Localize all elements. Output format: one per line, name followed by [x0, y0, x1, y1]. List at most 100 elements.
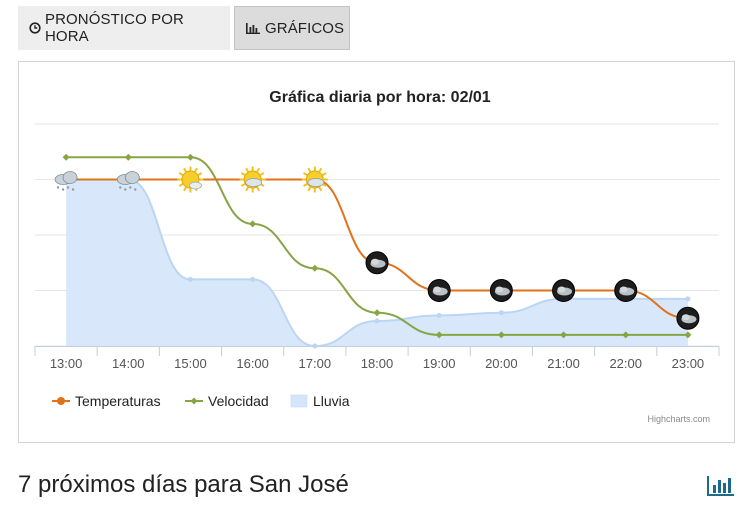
- snowflake: [61, 188, 65, 191]
- sun-ray: [245, 186, 250, 192]
- speed-point: [124, 153, 132, 161]
- x-tick-label: 16:00: [236, 356, 269, 371]
- section-title: 7 próximos días para San José: [18, 471, 349, 498]
- sun-ray: [178, 172, 184, 176]
- speed-point: [249, 220, 257, 228]
- chart-credits: Highcharts.com: [647, 414, 710, 424]
- cloud-part: [62, 171, 78, 184]
- rain-point: [685, 296, 691, 302]
- cloudy-snow-icon: [54, 171, 78, 191]
- moon-cloud-icon: [552, 279, 576, 302]
- sun-ray: [183, 186, 187, 192]
- cloudy-snow-icon: [116, 171, 140, 191]
- moon-cloud-icon: [489, 279, 513, 302]
- moon-cloud-icon: [427, 279, 451, 302]
- moon-cloud-icon: [365, 251, 389, 275]
- bar-chart-icon: [245, 22, 261, 35]
- rain-area: [66, 179, 688, 346]
- sun-ray: [318, 167, 323, 173]
- snowflake: [124, 188, 127, 191]
- hourly-chart: Gráfica diaria por hora: 02/01 13:00 14:00…: [18, 61, 735, 443]
- x-tick-label: 23:00: [672, 356, 705, 371]
- tab-hourly-forecast[interactable]: PRONÓSTICO POR HORA: [18, 6, 230, 50]
- x-tick-label: 22:00: [609, 356, 642, 371]
- x-tick-label: 18:00: [361, 356, 394, 371]
- rain-point: [436, 312, 442, 318]
- speed-point: [560, 331, 568, 339]
- cloud-part: [371, 258, 379, 265]
- cloud-part: [681, 314, 690, 321]
- cloud-part: [245, 178, 262, 187]
- chart-canvas: Gráfica diaria por hora: 02/01 13:00 14:00…: [34, 89, 720, 424]
- view-tabs: PRONÓSTICO POR HORA GRÁFICOS: [18, 6, 350, 50]
- sun-cloud-icon: [239, 166, 266, 193]
- sun-ray: [303, 172, 308, 176]
- cloud-part: [433, 286, 442, 293]
- speed-line: [66, 156, 688, 336]
- rain-point: [250, 276, 256, 282]
- sun-ray: [259, 172, 265, 176]
- x-tick-label: 17:00: [299, 356, 332, 371]
- legend-label: Velocidad: [208, 393, 269, 409]
- cloud-part: [619, 286, 628, 293]
- legend-label: Temperaturas: [75, 393, 161, 409]
- sun-ray: [303, 183, 308, 187]
- legend-temperature-marker: [57, 397, 65, 405]
- sun-ray: [307, 186, 312, 192]
- rain-point: [374, 318, 380, 324]
- chart-title: Gráfica diaria por hora: 02/01: [269, 89, 491, 106]
- x-tick-label: 13:00: [50, 356, 83, 371]
- speed-point: [186, 153, 194, 161]
- x-tick-label: 15:00: [174, 356, 207, 371]
- tab-charts[interactable]: GRÁFICOS: [234, 6, 350, 50]
- speed-point: [311, 264, 319, 272]
- x-tick-label: 19:00: [423, 356, 456, 371]
- snowflake: [71, 188, 75, 191]
- sun-ray: [256, 186, 261, 192]
- sun-ray: [178, 183, 184, 187]
- snowflake: [129, 186, 132, 189]
- legend-label: Lluvia: [313, 393, 350, 409]
- rain-point: [312, 343, 318, 349]
- chart-link-icon[interactable]: [706, 475, 735, 502]
- sun-ray: [307, 167, 312, 173]
- speed-point: [435, 331, 443, 339]
- clock-icon: [29, 22, 41, 34]
- speed-point: [62, 153, 70, 161]
- legend-speed-marker: [190, 397, 198, 405]
- moon-cloud-icon: [676, 306, 700, 330]
- x-tick-label: 20:00: [485, 356, 518, 371]
- sun-ray: [245, 167, 250, 173]
- sun-ray: [240, 172, 246, 176]
- snowflake: [134, 188, 137, 191]
- moon-cloud-icon: [614, 279, 638, 302]
- snowflake: [56, 186, 60, 189]
- sun-ray: [322, 172, 327, 176]
- cloud-part: [189, 181, 202, 190]
- sun-ray: [240, 183, 246, 187]
- sun-ray: [183, 167, 187, 173]
- cloud-part: [307, 178, 325, 187]
- speed-point: [497, 331, 505, 339]
- sun-cloud-icon: [301, 166, 328, 193]
- rain-point: [498, 310, 504, 316]
- rain-point: [187, 276, 193, 282]
- x-tick-label: 14:00: [112, 356, 145, 371]
- sun-icon: [177, 166, 204, 193]
- cloud-part: [495, 286, 504, 293]
- sun-ray: [256, 167, 261, 173]
- tab-hourly-label: PRONÓSTICO POR HORA: [45, 11, 184, 45]
- sun-ray: [194, 167, 198, 173]
- cloud-part: [557, 286, 566, 293]
- sun-ray: [197, 172, 203, 176]
- legend-rain-swatch: [290, 394, 308, 408]
- x-tick-label: 21:00: [547, 356, 580, 371]
- speed-point: [622, 331, 630, 339]
- sun-ray: [318, 186, 323, 192]
- snowflake: [119, 186, 122, 189]
- speed-point: [684, 331, 692, 339]
- snowflake: [66, 186, 70, 189]
- cloud-part: [124, 171, 140, 184]
- tab-charts-label: GRÁFICOS: [265, 19, 345, 37]
- speed-point: [373, 309, 381, 317]
